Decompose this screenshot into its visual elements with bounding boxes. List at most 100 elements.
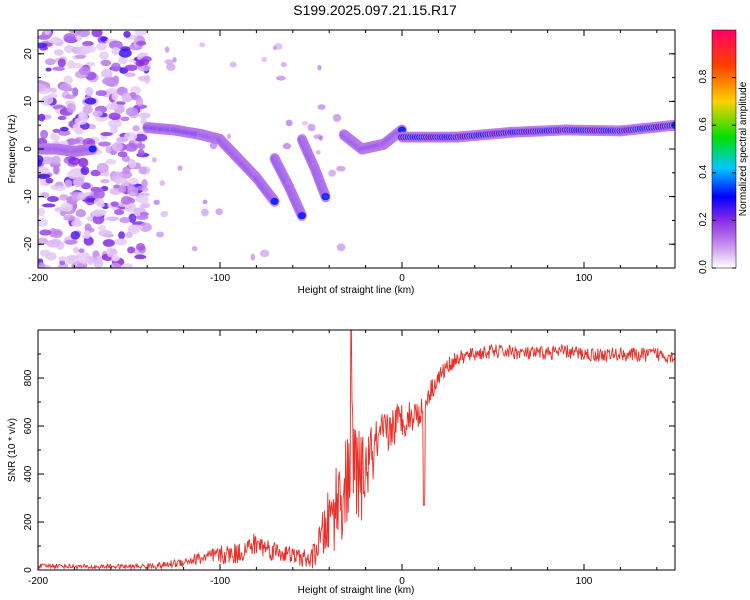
noise-blob — [45, 67, 52, 72]
noise-blob — [136, 40, 147, 46]
snr-ylabel: SNR (10 * v/v) — [7, 418, 18, 482]
colorbar-label: Normalized spectral amplitude — [738, 81, 749, 216]
noise-blob — [74, 117, 88, 125]
noise-blob — [108, 119, 122, 128]
noise-blob — [70, 230, 81, 240]
noise-blob — [199, 42, 206, 48]
colorbar-tick-label: 0.6 — [698, 117, 709, 131]
noise-blob — [108, 112, 121, 120]
noise-blob — [99, 51, 109, 60]
noise-blob — [128, 160, 136, 169]
noise-blob — [82, 104, 93, 115]
noise-blob — [75, 34, 83, 41]
noise-blob — [328, 169, 336, 177]
noise-blob — [139, 222, 152, 232]
noise-blob — [201, 208, 209, 217]
ridge-segment — [397, 119, 675, 143]
noise-blob — [105, 158, 117, 165]
noise-blob — [141, 187, 149, 192]
noise-blob — [125, 107, 139, 117]
y-tick-label: 600 — [23, 417, 34, 434]
noise-blob — [226, 133, 232, 140]
noise-blob — [276, 75, 286, 81]
noise-blob — [272, 45, 277, 51]
noise-blob — [317, 64, 322, 71]
x-tick-label: 0 — [399, 273, 405, 284]
noise-blob — [96, 42, 107, 51]
noise-blob — [127, 186, 139, 197]
noise-blob — [63, 214, 76, 222]
noise-blob — [57, 58, 66, 68]
noise-blob — [40, 129, 49, 139]
noise-blob — [100, 132, 113, 137]
noise-blob — [72, 87, 79, 97]
ridge-segment — [142, 122, 207, 141]
noise-blob — [124, 64, 138, 71]
noise-blob — [46, 239, 60, 248]
noise-blob — [135, 60, 145, 67]
noise-blobs — [38, 30, 346, 268]
noise-blob — [137, 148, 145, 157]
noise-blob — [68, 157, 81, 165]
noise-blob — [100, 179, 110, 184]
noise-blob — [117, 56, 128, 65]
noise-blob — [57, 115, 67, 121]
noise-blob — [164, 59, 174, 65]
noise-blob — [92, 214, 105, 225]
colorbar-gradient — [711, 29, 737, 269]
noise-blob — [44, 58, 56, 66]
noise-blob — [110, 102, 119, 111]
noise-blob — [120, 195, 133, 205]
noise-blob — [116, 136, 128, 143]
noise-blob — [118, 231, 126, 240]
noise-blob — [60, 202, 73, 212]
noise-blob — [128, 177, 139, 185]
noise-blob — [63, 33, 76, 43]
noise-blob — [58, 129, 71, 136]
noise-blob — [119, 217, 131, 224]
noise-blob — [66, 254, 80, 261]
noise-blob — [110, 201, 119, 208]
noise-blob — [124, 72, 136, 77]
noise-blob — [141, 179, 148, 189]
noise-blob — [66, 103, 76, 113]
noise-blob — [100, 36, 108, 42]
noise-blob — [215, 208, 223, 216]
noise-blob — [123, 30, 131, 38]
noise-blob — [84, 97, 97, 105]
y-tick-label: 20 — [23, 48, 34, 60]
noise-blob — [39, 249, 51, 257]
x-tick-label: 100 — [576, 576, 593, 587]
noise-blob — [38, 237, 49, 245]
colorbar-tick-label: 0.4 — [698, 164, 709, 178]
noise-blob — [202, 199, 208, 205]
noise-blob — [114, 209, 125, 216]
noise-blob — [50, 87, 57, 93]
noise-blob — [58, 256, 67, 262]
noise-blob — [317, 104, 326, 110]
noise-blob — [128, 213, 137, 224]
ridge-segment — [38, 143, 98, 157]
y-tick-label: -10 — [23, 189, 34, 204]
colorbar-tick-label: 0.0 — [698, 260, 709, 274]
noise-blob — [71, 46, 82, 54]
noise-blob — [85, 86, 94, 97]
noise-blob — [53, 49, 64, 56]
noise-blob — [112, 75, 120, 84]
noise-blob — [59, 259, 66, 266]
noise-blob — [52, 66, 65, 71]
noise-blob — [77, 157, 89, 168]
ridge-segment — [269, 153, 307, 222]
x-tick-label: -100 — [210, 273, 230, 284]
noise-blob — [101, 77, 114, 85]
noise-blob — [48, 39, 62, 44]
noise-blob — [117, 151, 128, 158]
noise-blob — [136, 242, 146, 251]
y-tick-label: -20 — [23, 237, 34, 252]
noise-blob — [78, 66, 91, 76]
noise-blob — [307, 123, 316, 132]
noise-blob — [108, 40, 123, 50]
spectrogram-xlabel: Height of straight line (km) — [298, 285, 415, 296]
snr-line-layer — [38, 330, 675, 570]
noise-blob — [110, 62, 121, 72]
